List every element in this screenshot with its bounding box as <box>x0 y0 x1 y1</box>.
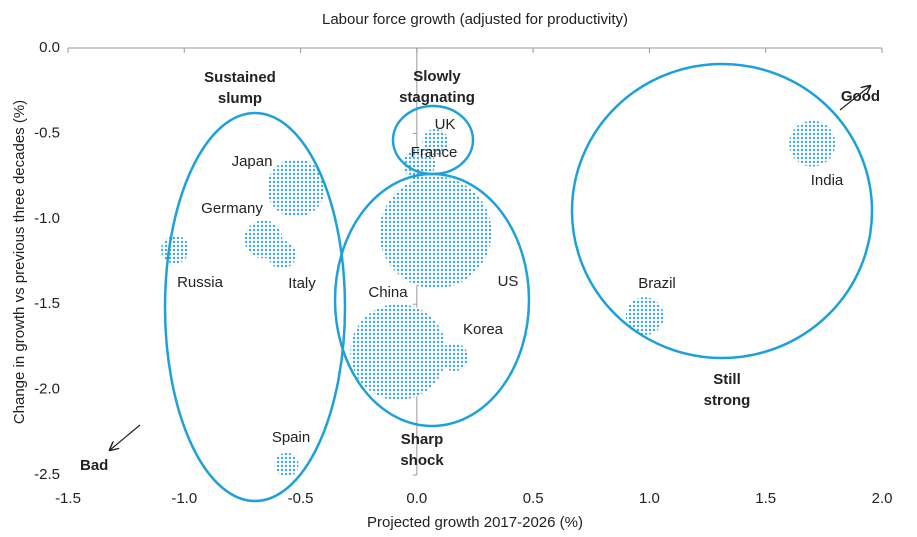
bubble <box>625 297 664 336</box>
y-tick-label: -0.5 <box>34 124 60 141</box>
y-tick-label: 0.0 <box>39 39 60 56</box>
point-label: China <box>368 284 408 301</box>
annotation: Sharp <box>401 431 444 448</box>
y-tick-label: -2.0 <box>34 381 60 398</box>
point-label: Korea <box>463 321 504 338</box>
bubble <box>789 120 836 167</box>
point-label: India <box>811 172 844 189</box>
bubble <box>350 304 447 401</box>
arrow <box>839 86 870 111</box>
bubble <box>403 148 436 181</box>
point-label: France <box>411 144 458 161</box>
bubble <box>440 343 469 372</box>
x-axis-label: Projected growth 2017-2026 (%) <box>367 514 583 531</box>
annotation: Slowly <box>413 68 461 85</box>
point-label: Russia <box>177 274 224 291</box>
point-label: US <box>498 273 519 290</box>
point-label: Spain <box>272 429 310 446</box>
annotation: Sustained <box>204 69 276 86</box>
point-label: UK <box>435 116 456 133</box>
group-ellipse <box>163 111 347 503</box>
x-tick-label: 0.5 <box>523 490 544 507</box>
point-label: Italy <box>288 275 316 292</box>
x-tick-label: 2.0 <box>872 490 893 507</box>
y-tick-label: -1.5 <box>34 295 60 312</box>
arrow <box>110 424 141 450</box>
annotation: stagnating <box>399 89 475 106</box>
x-tick-label: -1.5 <box>55 490 81 507</box>
annotation: shock <box>400 452 444 469</box>
bubble <box>266 159 325 218</box>
annotation: strong <box>704 392 751 409</box>
point-label: Germany <box>201 200 263 217</box>
plot-area <box>67 47 883 477</box>
x-tick-label: 0.0 <box>406 490 427 507</box>
bubble <box>379 176 492 289</box>
group-ellipse <box>333 172 531 428</box>
annotation: Still <box>713 371 741 388</box>
bubble <box>267 240 296 269</box>
chart-title: Labour force growth (adjusted for produc… <box>322 11 628 28</box>
y-tick-label: -1.0 <box>34 210 60 227</box>
bubble <box>422 128 449 155</box>
y-axis-label: Change in growth vs previous three decad… <box>11 100 28 424</box>
x-tick-label: -1.0 <box>171 490 197 507</box>
annotation: Good <box>841 88 880 105</box>
annotation: slump <box>218 90 262 107</box>
x-tick-label: -0.5 <box>288 490 314 507</box>
point-label: Brazil <box>638 275 676 292</box>
bubble <box>274 452 299 477</box>
x-tick-label: 1.0 <box>639 490 660 507</box>
annotation: Bad <box>80 457 108 474</box>
group-ellipse <box>570 62 874 360</box>
point-label: Japan <box>232 153 273 170</box>
y-tick-label: -2.5 <box>34 466 60 483</box>
bubble <box>160 235 189 264</box>
x-tick-label: 1.5 <box>755 490 776 507</box>
